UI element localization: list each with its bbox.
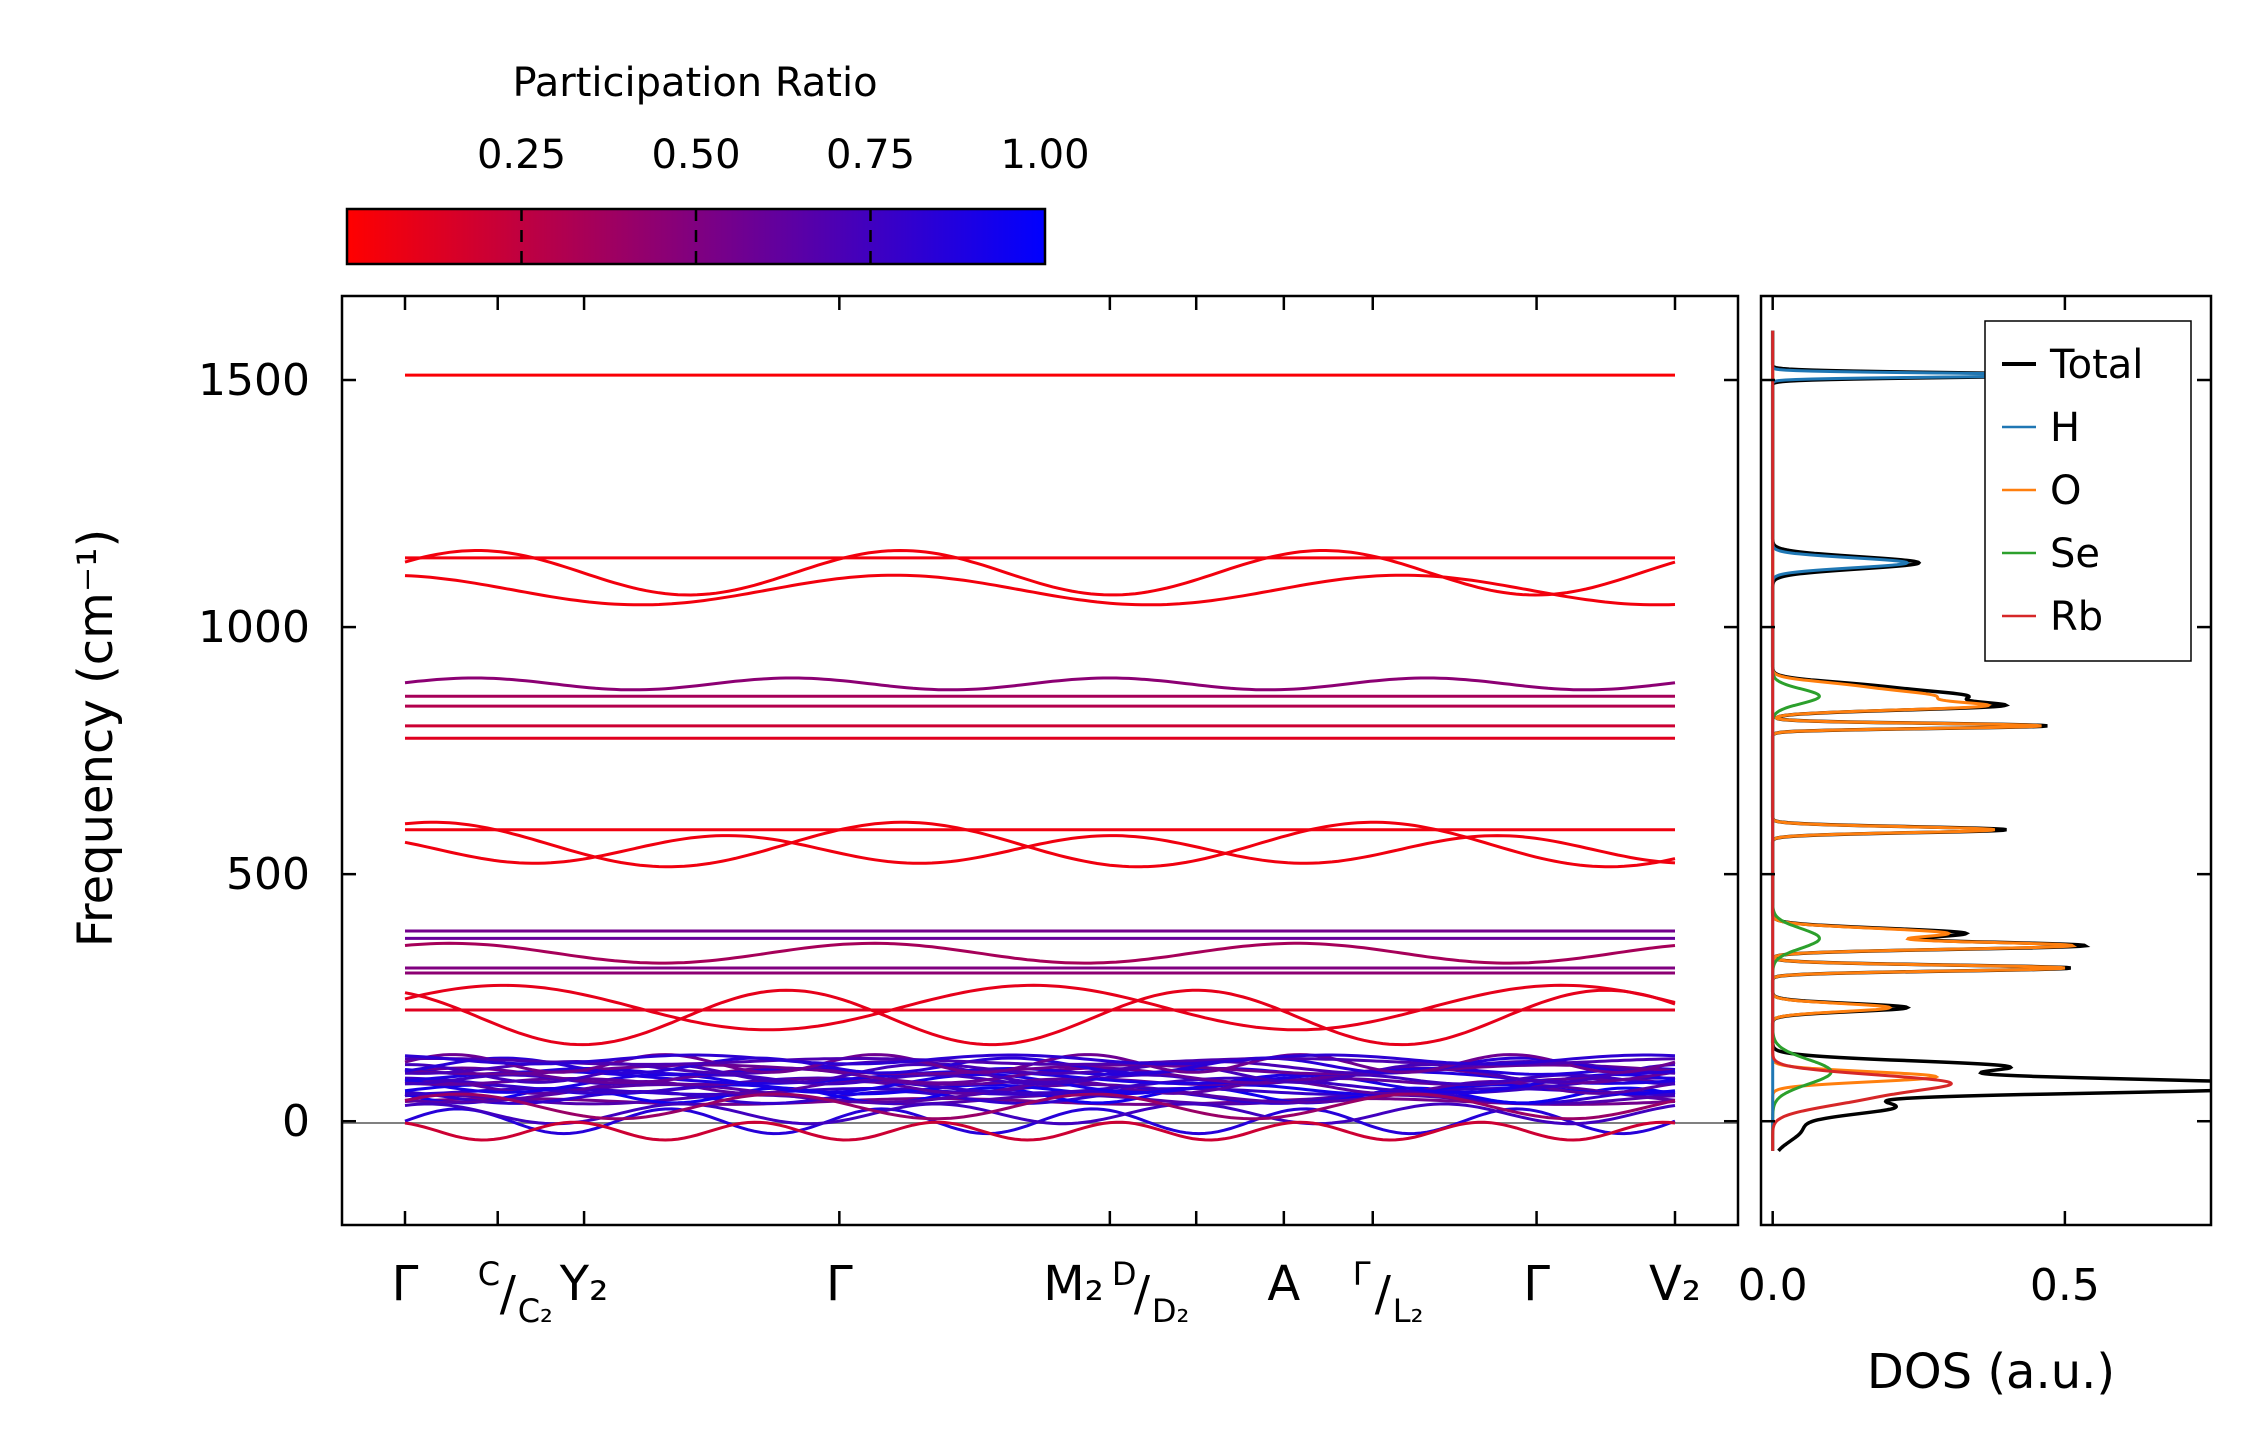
band-ytick-label: 0 — [282, 1096, 310, 1147]
dos-ticks: 0.0 0.5 — [1738, 296, 2211, 1311]
kpoint-label-combo: C / C₂ — [478, 1255, 553, 1330]
dos-x-axis-label: DOS (a.u.) — [1867, 1344, 2115, 1400]
band-ytick-label: 500 — [226, 849, 310, 900]
kpoint-label-sub: C₂ — [518, 1292, 553, 1330]
dos-panel: 0.0 0.5 DOS (a.u.) Total HO Se Rb — [1738, 294, 2213, 1400]
kpoint-label: Y₂ — [559, 1256, 609, 1312]
dos-line-rb — [1771, 330, 1953, 1151]
legend-label: O — [2050, 468, 2081, 514]
dispersive-band — [404, 941, 1676, 965]
colorbar-title: Participation Ratio — [512, 60, 877, 106]
kpoint-label-sup: D — [1112, 1255, 1137, 1293]
band-y-ticks: 0 500 1000 1500 — [198, 355, 1738, 1147]
kpoint-label-slash: / — [500, 1266, 517, 1322]
band-lines — [404, 373, 1676, 1142]
kpoint-label: V₂ — [1649, 1256, 1701, 1312]
colorbar: Participation Ratio 0.25 0.50 0.75 1.00 — [345, 60, 1090, 266]
dos-plot-frame — [1759, 294, 2213, 1227]
dos-legend: Total HO Se Rb — [1984, 320, 2192, 662]
dense-band — [404, 1053, 1676, 1066]
kpoint-label-sub: L₂ — [1393, 1292, 1424, 1330]
kpoint-label-main: M₂ — [1043, 1256, 1104, 1312]
band-y-axis-label: Frequency (cm⁻¹) — [68, 529, 124, 947]
dos-lines — [1770, 330, 2211, 1152]
dos-xtick-label: 0.5 — [2030, 1260, 2100, 1311]
colorbar-tick-label: 0.75 — [826, 132, 915, 178]
dispersive-band — [404, 573, 1676, 607]
colorbar-tick-label: 0.25 — [477, 132, 566, 178]
dispersive-band — [404, 676, 1676, 692]
legend-label: Rb — [2050, 594, 2103, 640]
kpoint-label: Γ — [1523, 1256, 1550, 1312]
acoustic-band — [404, 1092, 1676, 1121]
kpoint-label: Γ — [826, 1256, 853, 1312]
band-plot-frame — [340, 294, 1740, 1227]
colorbar-ticks: 0.25 0.50 0.75 1.00 — [477, 132, 1090, 264]
colorbar-tick-label: 0.50 — [651, 132, 740, 178]
legend-items: Total HO Se Rb — [2002, 342, 2143, 640]
colorbar-tick-label: 1.00 — [1000, 132, 1089, 178]
kpoint-label: A — [1267, 1256, 1300, 1312]
legend-label: Se — [2050, 531, 2100, 577]
legend-box — [1984, 320, 2192, 662]
acoustic-band — [404, 1102, 1676, 1126]
dispersive-band — [404, 548, 1676, 597]
dense-band — [404, 1063, 1676, 1076]
kpoint-label-combo: Γ / L₂ — [1353, 1255, 1424, 1330]
kpoint-labels: Γ C / C₂ Y₂ Γ M₂ D/D₂ A Γ / L₂ Γ V₂ — [392, 1255, 1701, 1330]
kpoint-label-sup: C — [478, 1255, 500, 1293]
band-ytick-label: 1000 — [198, 602, 310, 653]
kpoint-label-slash: / — [1134, 1266, 1151, 1322]
legend-label: H — [2050, 405, 2080, 451]
dispersive-band — [404, 988, 1676, 1047]
dispersive-band — [404, 983, 1676, 1032]
dos-xtick-label: 0.0 — [1738, 1260, 1808, 1311]
kpoint-label: Γ — [392, 1256, 419, 1312]
kpoint-label-sub: D₂ — [1152, 1292, 1189, 1330]
legend-label: Total — [2049, 342, 2143, 388]
kpoint-label-sup: Γ — [1353, 1255, 1371, 1293]
band-ytick-label: 1500 — [198, 355, 310, 406]
dos-line-se — [1771, 330, 1833, 1151]
kpoint-label-slash: / — [1375, 1266, 1392, 1322]
kpoint-ticks — [403, 296, 1677, 1225]
kpoint-label-combo: M₂ D/D₂ — [1043, 1255, 1189, 1330]
dispersive-band — [404, 834, 1676, 865]
acoustic-band — [404, 1120, 1676, 1142]
